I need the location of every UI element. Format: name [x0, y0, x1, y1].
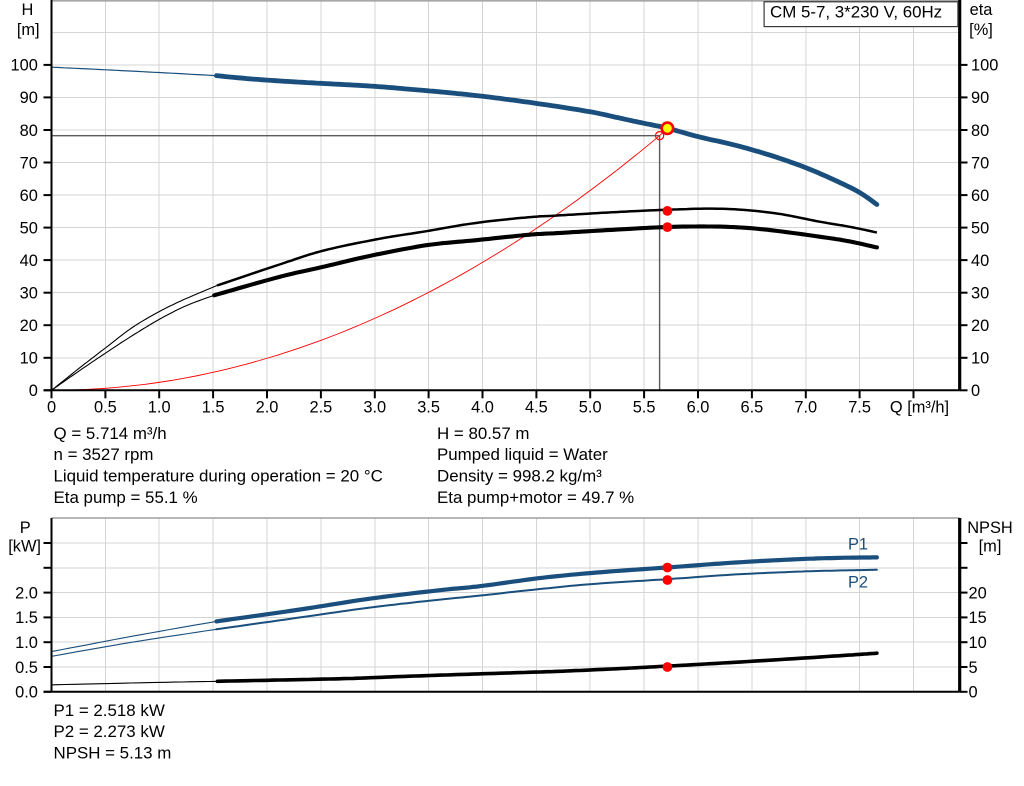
svg-text:40: 40: [971, 252, 989, 270]
svg-text:50: 50: [971, 219, 989, 237]
svg-text:0.5: 0.5: [15, 659, 38, 677]
svg-text:60: 60: [971, 187, 989, 205]
svg-text:0: 0: [29, 382, 38, 400]
svg-text:P1 = 2.518 kW: P1 = 2.518 kW: [54, 701, 165, 720]
svg-text:1.5: 1.5: [202, 399, 225, 417]
svg-text:15: 15: [969, 609, 987, 627]
svg-text:6.0: 6.0: [687, 399, 710, 417]
svg-text:Density = 998.2 kg/m³: Density = 998.2 kg/m³: [437, 467, 602, 486]
svg-text:3.0: 3.0: [363, 399, 386, 417]
svg-text:5.5: 5.5: [633, 399, 656, 417]
svg-text:Eta pump+motor = 49.7 %: Eta pump+motor = 49.7 %: [437, 488, 634, 507]
svg-text:80: 80: [971, 122, 989, 140]
svg-text:P1: P1: [848, 535, 868, 553]
svg-text:20: 20: [20, 317, 38, 335]
svg-text:100: 100: [11, 57, 38, 75]
svg-text:P2: P2: [848, 574, 868, 592]
svg-text:Liquid temperature during oper: Liquid temperature during operation = 20…: [54, 467, 383, 486]
svg-text:NPSH = 5.13 m: NPSH = 5.13 m: [54, 743, 172, 762]
svg-text:10: 10: [969, 634, 987, 652]
svg-text:30: 30: [20, 285, 38, 303]
svg-text:70: 70: [20, 154, 38, 172]
svg-text:[%]: [%]: [969, 21, 993, 39]
svg-text:Pumped liquid = Water: Pumped liquid = Water: [437, 445, 608, 464]
svg-text:3.5: 3.5: [417, 399, 440, 417]
svg-text:90: 90: [971, 89, 989, 107]
svg-text:10: 10: [971, 350, 989, 368]
svg-text:90: 90: [20, 89, 38, 107]
svg-text:Q [m³/h]: Q [m³/h]: [890, 399, 949, 417]
svg-text:0: 0: [47, 399, 56, 417]
svg-text:Eta pump = 55.1 %: Eta pump = 55.1 %: [54, 488, 198, 507]
svg-text:40: 40: [20, 252, 38, 270]
svg-text:0.0: 0.0: [15, 684, 38, 702]
svg-text:0.5: 0.5: [94, 399, 117, 417]
svg-text:7.5: 7.5: [848, 399, 871, 417]
svg-text:4.0: 4.0: [471, 399, 494, 417]
svg-text:0: 0: [969, 684, 978, 702]
svg-text:1.5: 1.5: [15, 609, 38, 627]
svg-text:P: P: [20, 519, 31, 537]
svg-text:80: 80: [20, 122, 38, 140]
svg-text:30: 30: [971, 285, 989, 303]
svg-text:2.5: 2.5: [310, 399, 333, 417]
svg-text:2.0: 2.0: [256, 399, 279, 417]
svg-text:1.0: 1.0: [15, 634, 38, 652]
svg-text:6.5: 6.5: [741, 399, 764, 417]
svg-text:H: H: [21, 1, 33, 19]
svg-text:60: 60: [20, 187, 38, 205]
svg-text:20: 20: [971, 317, 989, 335]
svg-text:100: 100: [971, 57, 998, 75]
svg-text:0: 0: [971, 382, 980, 400]
svg-text:1.0: 1.0: [148, 399, 171, 417]
svg-text:20: 20: [969, 584, 987, 602]
svg-text:NPSH: NPSH: [967, 519, 1013, 537]
svg-text:H = 80.57 m: H = 80.57 m: [437, 424, 529, 443]
svg-text:n = 3527 rpm: n = 3527 rpm: [54, 445, 154, 464]
svg-text:Q = 5.714 m³/h: Q = 5.714 m³/h: [54, 424, 167, 443]
svg-text:10: 10: [20, 350, 38, 368]
svg-text:P2 = 2.273 kW: P2 = 2.273 kW: [54, 722, 165, 741]
svg-text:50: 50: [20, 219, 38, 237]
svg-text:7.0: 7.0: [794, 399, 817, 417]
svg-text:[m]: [m]: [17, 21, 40, 39]
svg-text:5: 5: [969, 659, 978, 677]
svg-text:2.0: 2.0: [15, 584, 38, 602]
svg-text:eta: eta: [970, 1, 994, 19]
svg-text:[m]: [m]: [979, 538, 1002, 556]
svg-text:4.5: 4.5: [525, 399, 548, 417]
svg-text:CM 5-7, 3*230 V, 60Hz: CM 5-7, 3*230 V, 60Hz: [770, 2, 942, 21]
svg-text:70: 70: [971, 154, 989, 172]
svg-text:5.0: 5.0: [579, 399, 602, 417]
svg-text:[kW]: [kW]: [8, 538, 41, 556]
